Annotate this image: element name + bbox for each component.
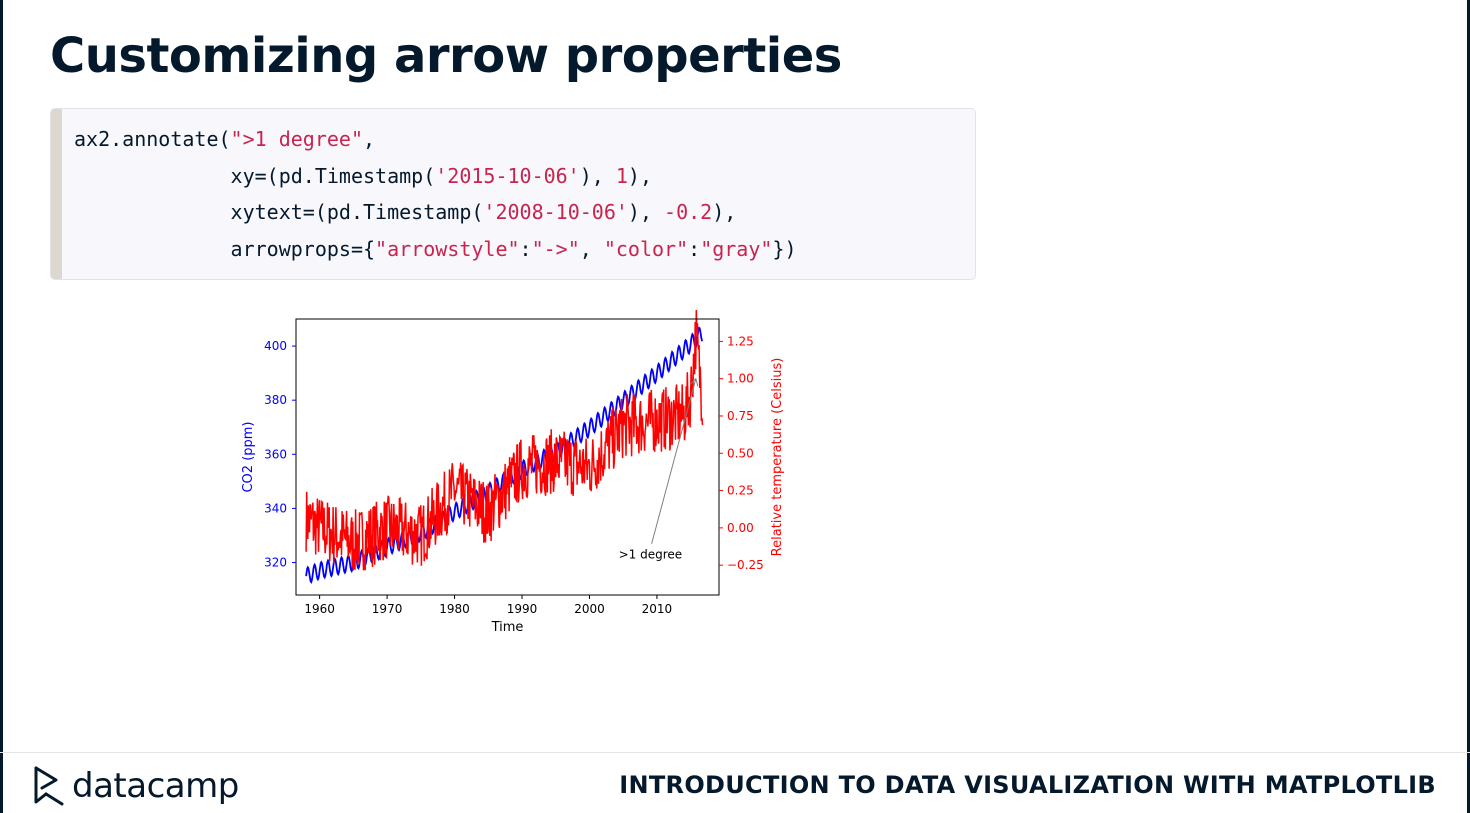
code-token: : — [688, 236, 701, 261]
annotation-arrow — [651, 379, 696, 544]
code-token: , — [363, 127, 376, 151]
slide-title: Customizing arrow properties — [50, 28, 842, 84]
code-token: ), — [627, 163, 652, 188]
slide-frame-right — [1467, 0, 1470, 813]
code-lines: ax2.annotate(">1 degree", xy=(pd.Timesta… — [74, 121, 797, 267]
code-literal: -0.2 — [664, 200, 713, 224]
slide-frame-left — [0, 0, 3, 813]
code-token: ), — [627, 200, 665, 224]
left-y-tick-label: 340 — [264, 501, 287, 515]
code-literal: "gray" — [700, 236, 773, 261]
code-token: arrowprops={ — [74, 236, 376, 261]
code-line: arrowprops={"arrowstyle":"->", "color":"… — [74, 231, 797, 268]
x-tick-label: 2010 — [642, 602, 673, 616]
left-y-tick-label: 400 — [264, 339, 287, 353]
code-token: xy=(pd.Timestamp( — [74, 163, 436, 188]
code-literal: ">1 degree" — [230, 127, 363, 151]
co2-temperature-chart: 1960 1970 1980 1990 2000 2010 Time 320 340 360 380… — [230, 309, 810, 644]
code-line: xy=(pd.Timestamp('2015-10-06'), 1), — [74, 158, 797, 195]
code-literal: '2015-10-06' — [435, 163, 580, 188]
code-token: xytext=(pd.Timestamp( — [74, 200, 484, 224]
right-y-tick-label: 1.00 — [727, 372, 754, 386]
code-line: ax2.annotate(">1 degree", — [74, 121, 797, 158]
datacamp-logo: datacamp — [32, 764, 239, 808]
code-line: xytext=(pd.Timestamp('2008-10-06'), -0.2… — [74, 194, 797, 231]
code-block: ax2.annotate(">1 degree", xy=(pd.Timesta… — [50, 108, 976, 280]
x-tick-label: 2000 — [574, 602, 605, 616]
left-y-tick-label: 380 — [264, 393, 287, 407]
code-token: ), — [579, 163, 616, 188]
annotation-text: >1 degree — [619, 548, 683, 562]
temperature-line — [305, 309, 704, 571]
left-y-tick-label: 320 — [264, 556, 287, 570]
code-literal: '2008-10-06' — [483, 200, 628, 224]
code-literal: "arrowstyle" — [375, 236, 520, 261]
code-block-accent-bar — [51, 109, 62, 279]
right-y-tick-label: 1.25 — [727, 334, 754, 348]
code-literal: "color" — [603, 236, 689, 261]
course-title: INTRODUCTION TO DATA VISUALIZATION WITH … — [619, 771, 1436, 799]
code-token: ), — [712, 200, 737, 224]
right-y-tick-label: −0.25 — [727, 558, 764, 572]
x-tick-label: 1970 — [372, 602, 403, 616]
x-tick-label: 1960 — [304, 602, 335, 616]
right-y-tick-label: 0.25 — [727, 484, 754, 498]
datacamp-logo-text: datacamp — [72, 766, 239, 806]
right-y-tick-label: 0.75 — [727, 409, 754, 423]
right-y-tick-label: 0.00 — [727, 521, 754, 535]
right-y-tick-label: 0.50 — [727, 446, 754, 460]
x-axis-label: Time — [491, 620, 524, 635]
code-literal: 1 — [615, 163, 628, 188]
footer-divider — [0, 752, 1470, 753]
x-tick-label: 1990 — [507, 602, 538, 616]
right-y-axis-label: Relative temperature (Celsius) — [770, 358, 785, 557]
code-literal: "->" — [531, 236, 580, 261]
plot-frame — [295, 318, 720, 596]
left-y-tick-label: 360 — [264, 447, 287, 461]
code-token: }) — [772, 236, 797, 261]
code-token: : — [519, 236, 532, 261]
datacamp-logo-icon — [34, 766, 64, 806]
chart-svg: 1960 1970 1980 1990 2000 2010 Time 320 340 360 380… — [241, 309, 785, 635]
code-token: , — [579, 236, 604, 261]
left-y-axis-label: CO2 (ppm) — [241, 421, 256, 492]
code-token: ax2.annotate( — [74, 127, 231, 151]
x-tick-label: 1980 — [439, 602, 470, 616]
